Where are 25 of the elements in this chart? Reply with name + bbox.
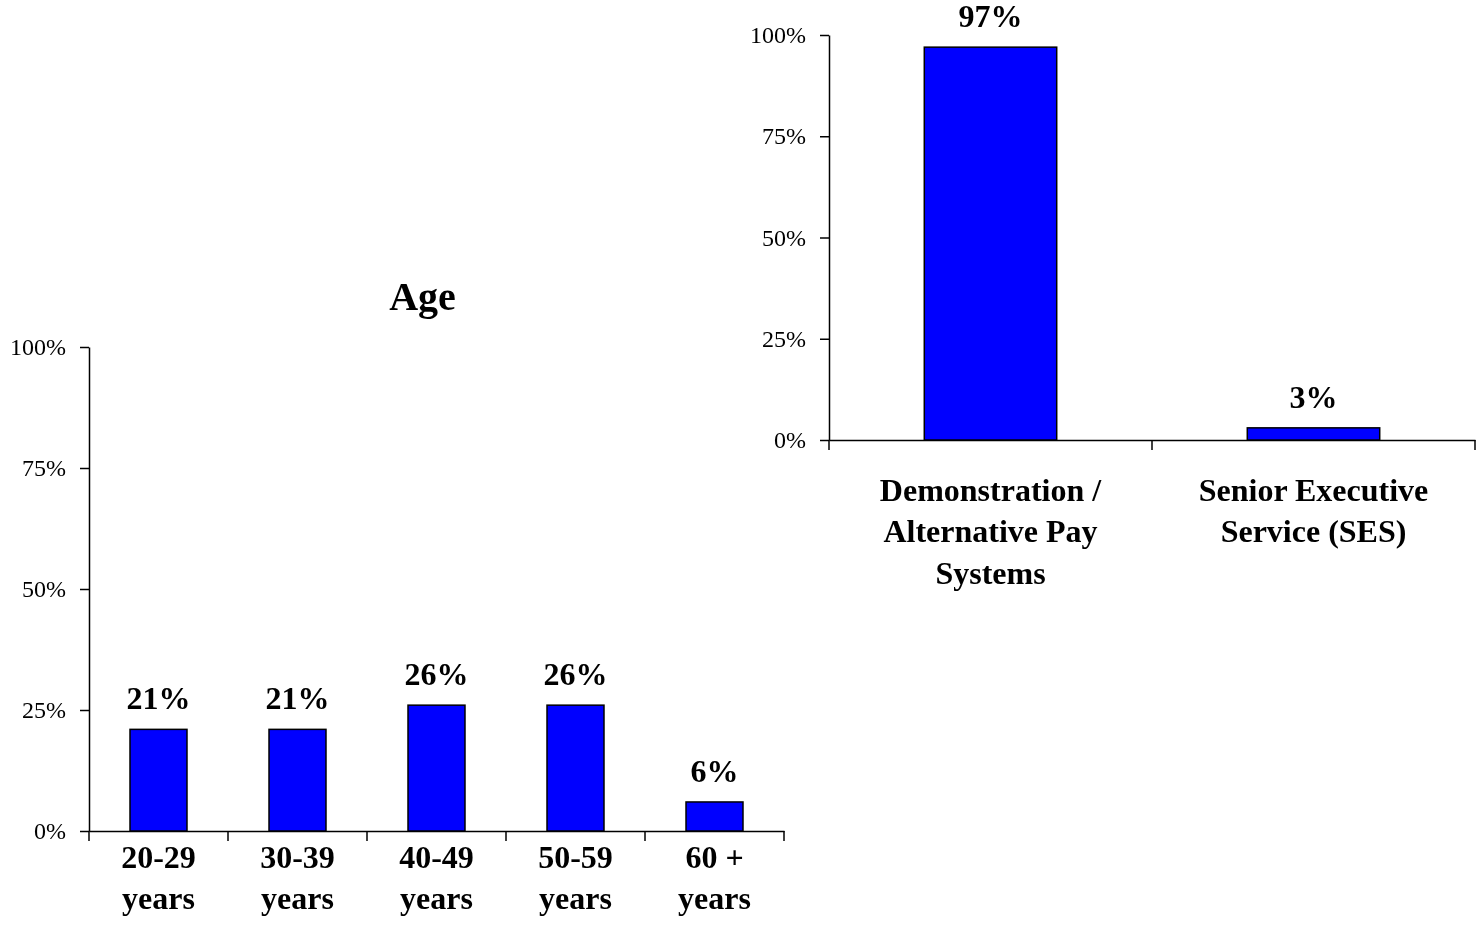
data-label: 21% [265,680,330,717]
y-tick-label: 100% [10,334,66,361]
y-tick-label: 75% [22,455,66,482]
data-label: 21% [126,680,191,717]
y-tick-label: 50% [762,224,806,251]
y-tick-label: 0% [774,427,806,454]
data-label: 3% [1289,378,1338,415]
y-tick-label: 0% [34,818,66,845]
x-tick-label: 30-39 years [260,838,335,917]
y-tick-label: 25% [22,697,66,724]
x-tick-label: 50-59 years [538,838,613,917]
y-tick-label: 25% [762,325,806,352]
x-tick-label: 20-29 years [121,838,196,917]
chart-title: Age [389,274,456,319]
data-label: 6% [690,752,739,789]
data-label: 26% [404,656,469,693]
y-tick-label: 50% [22,576,66,603]
x-tick-label: 40-49 years [399,838,474,917]
data-label: 97% [958,0,1023,35]
x-tick-label: 60 + years [678,838,751,917]
data-label: 26% [543,656,608,693]
x-tick-label: Demonstration / Alternative Pay Systems [879,471,1103,591]
x-tick-label: Senior Executive Service (SES) [1198,471,1429,550]
y-tick-label: 100% [750,22,806,49]
y-tick-label: 75% [762,123,806,150]
